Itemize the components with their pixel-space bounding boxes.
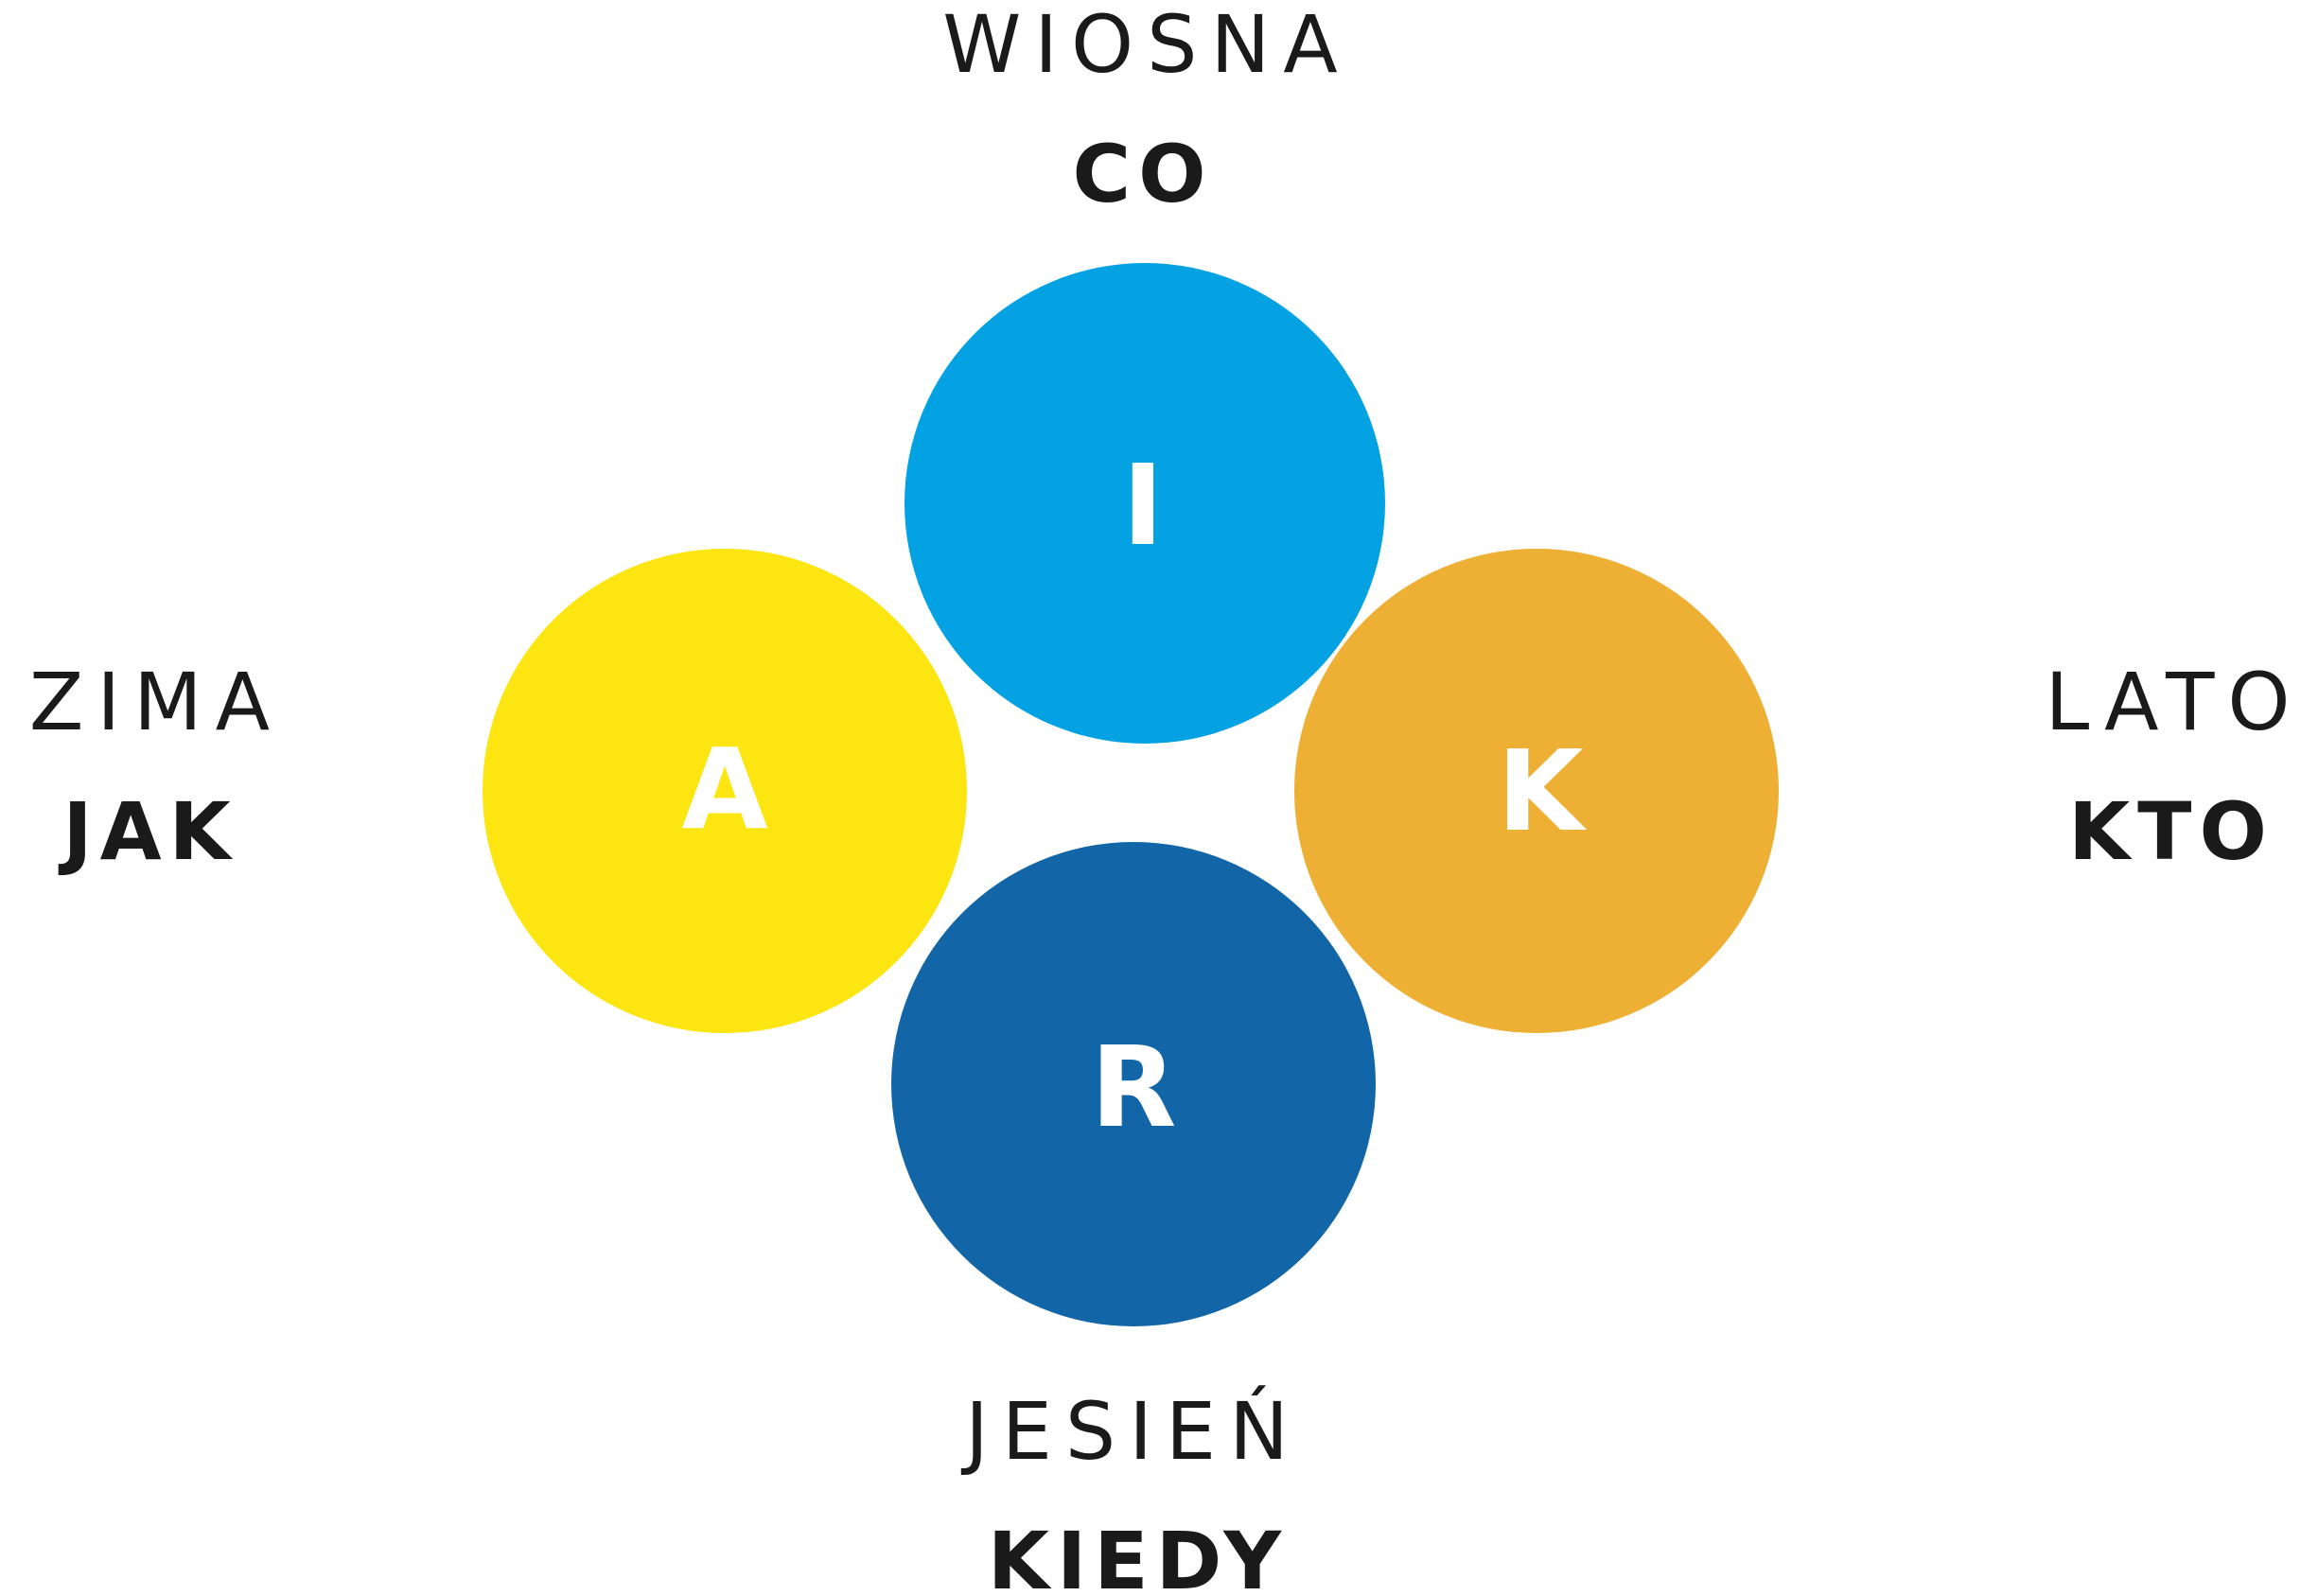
circle-top <box>905 263 1385 744</box>
season-label: LATO <box>2045 656 2301 748</box>
question-label: CO <box>1072 128 1213 220</box>
question-label: KIEDY <box>988 1515 1289 1596</box>
circle-right <box>1294 549 1779 1033</box>
circle-letter: A <box>681 724 767 854</box>
question-label: KTO <box>2068 785 2275 878</box>
season-label: JESIEŃ <box>960 1385 1302 1478</box>
circle-letter: I <box>1122 440 1164 570</box>
season-label: ZIMA <box>29 656 283 748</box>
circle-left <box>483 549 967 1033</box>
circle-letter: R <box>1091 1022 1177 1152</box>
circle-bottom <box>891 842 1376 1326</box>
question-label: JAK <box>58 785 237 878</box>
circle-letter: K <box>1497 726 1588 856</box>
season-label: WIOSNA <box>942 0 1351 91</box>
